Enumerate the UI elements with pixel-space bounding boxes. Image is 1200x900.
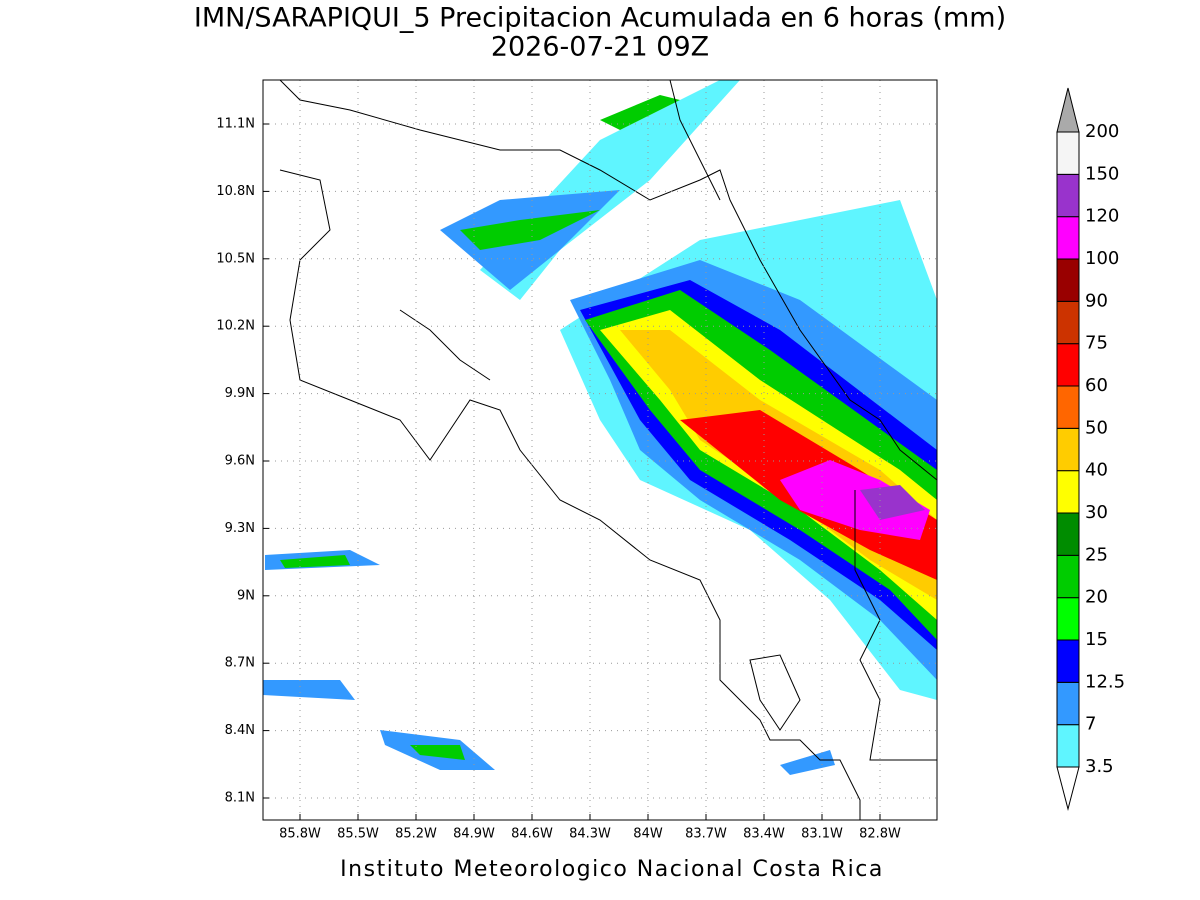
x-tick-label: 83.4W (743, 827, 785, 842)
colorbar-over (1056, 87, 1080, 133)
x-tick-label: 84W (633, 827, 663, 842)
title: IMN/SARAPIQUI_5 Precipitacion Acumulada … (194, 3, 1006, 34)
colorbar-label: 60 (1085, 375, 1108, 396)
footer: Instituto Meteorologico Nacional Costa R… (340, 857, 884, 882)
colorbar-under (1056, 766, 1080, 811)
x-tick-label: 84.9W (453, 827, 495, 842)
colorbar-box (1056, 258, 1080, 302)
grid (263, 80, 937, 820)
x-tick-label: 83.7W (685, 827, 727, 842)
colorbar-label: 50 (1085, 417, 1108, 438)
colorbar-label: 100 (1085, 248, 1119, 269)
colorbar-label: 30 (1085, 502, 1108, 523)
colorbar-box (1056, 681, 1080, 726)
colorbar-box (1056, 300, 1080, 345)
y-tick-label: 8.7N (225, 656, 255, 671)
colorbar-label: 3.5 (1085, 756, 1114, 777)
precip-field (263, 80, 937, 775)
x-tick-label: 82.8W (859, 827, 901, 842)
coastlines (279, 80, 937, 820)
colorbar-box (1056, 597, 1080, 641)
colorbar-box (1056, 639, 1080, 683)
colorbar-box (1056, 512, 1080, 556)
y-tick-label: 10.2N (216, 319, 255, 334)
colorbar-box (1056, 427, 1080, 472)
colorbar-label: 15 (1085, 629, 1108, 650)
y-tick-label: 9.3N (225, 521, 255, 536)
colorbar-box (1056, 173, 1080, 218)
colorbar-box (1056, 131, 1080, 175)
colorbar-box (1056, 343, 1080, 387)
colorbar-label: 40 (1085, 460, 1108, 481)
y-tick-label: 8.4N (225, 723, 255, 738)
plot-frame (262, 79, 938, 821)
colorbar-box (1056, 385, 1080, 429)
y-tick-label: 8.1N (225, 791, 255, 806)
colorbar-label: 25 (1085, 544, 1108, 565)
colorbar-box (1056, 554, 1080, 599)
colorbar-box (1056, 470, 1080, 514)
y-tick-label: 11.1N (216, 117, 255, 132)
y-tick-label: 9.6N (225, 454, 255, 469)
x-tick-label: 85.8W (279, 827, 321, 842)
colorbar-label: 200 (1085, 121, 1119, 142)
y-tick-label: 10.5N (216, 251, 255, 266)
colorbar-label: 75 (1085, 333, 1108, 354)
colorbar-label: 90 (1085, 290, 1108, 311)
colorbar-label: 12.5 (1085, 671, 1125, 692)
colorbar-label: 150 (1085, 163, 1119, 184)
colorbar-box (1056, 216, 1080, 260)
y-tick-label: 9N (237, 588, 255, 603)
x-tick-label: 85.5W (337, 827, 379, 842)
x-tick-label: 84.3W (569, 827, 611, 842)
subtitle: 2026-07-21 09Z (491, 32, 709, 63)
colorbar-label: 120 (1085, 206, 1119, 227)
x-tick-label: 83.1W (801, 827, 843, 842)
colorbar-box (1056, 724, 1080, 768)
x-tick-label: 84.6W (511, 827, 553, 842)
y-tick-label: 9.9N (225, 386, 255, 401)
y-tick-label: 10.8N (216, 184, 255, 199)
colorbar-label: 7 (1085, 714, 1096, 735)
colorbar-label: 20 (1085, 587, 1108, 608)
x-tick-label: 85.2W (395, 827, 437, 842)
